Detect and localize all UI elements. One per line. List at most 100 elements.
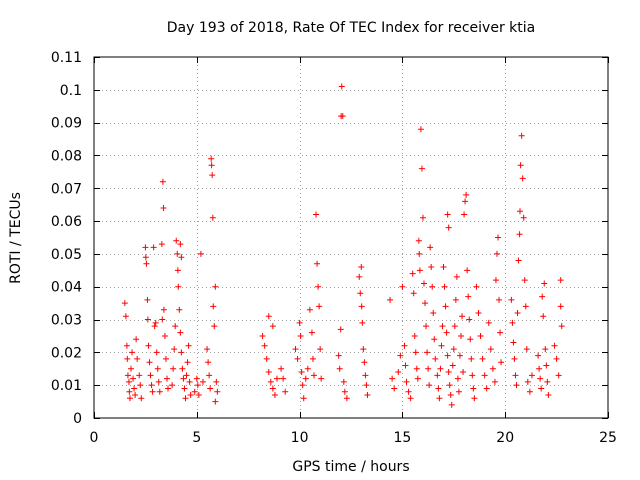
data-point xyxy=(191,388,198,395)
data-point xyxy=(431,336,438,343)
data-point xyxy=(489,365,496,372)
y-tick-labels: 0 0.01 0.02 0.03 0.04 0.05 0.06 0.07 0.08 0.09 0.1… xyxy=(51,50,82,427)
data-point xyxy=(473,283,480,290)
data-point xyxy=(273,375,280,382)
data-point xyxy=(445,224,452,231)
data-point xyxy=(143,260,150,267)
data-point xyxy=(415,237,422,244)
data-point xyxy=(208,155,215,162)
data-point xyxy=(521,277,528,284)
x-tick-label: 20 xyxy=(496,430,514,446)
data-point xyxy=(493,250,500,257)
data-point xyxy=(152,319,159,326)
data-point xyxy=(426,382,433,389)
data-point xyxy=(440,264,447,271)
data-point xyxy=(304,365,311,372)
x-tick-label: 5 xyxy=(192,430,201,446)
data-point xyxy=(428,264,435,271)
data-point xyxy=(436,395,443,402)
data-point xyxy=(407,395,414,402)
data-point xyxy=(306,306,313,313)
data-point xyxy=(463,191,470,198)
data-point xyxy=(437,365,444,372)
data-point xyxy=(445,369,452,376)
data-point xyxy=(267,378,274,385)
data-point xyxy=(183,372,190,379)
data-point xyxy=(469,372,476,379)
data-point xyxy=(543,362,550,369)
data-point xyxy=(144,296,151,303)
data-point xyxy=(401,342,408,349)
data-point xyxy=(434,372,441,379)
data-point xyxy=(124,372,131,379)
data-point xyxy=(524,378,531,385)
data-point xyxy=(259,332,266,339)
data-point xyxy=(427,244,434,251)
data-point xyxy=(179,365,186,372)
data-point xyxy=(450,346,457,353)
data-point xyxy=(475,309,482,316)
data-point xyxy=(162,355,169,362)
data-point xyxy=(211,323,218,330)
x-axis-label: GPS time / hours xyxy=(292,459,409,475)
data-point xyxy=(184,359,191,366)
data-point xyxy=(512,372,519,379)
data-point xyxy=(308,329,315,336)
data-point xyxy=(389,375,396,382)
data-point xyxy=(455,388,462,395)
data-point xyxy=(160,204,167,211)
data-point xyxy=(358,303,365,310)
data-point xyxy=(542,346,549,353)
data-point xyxy=(460,369,467,376)
data-point xyxy=(124,355,131,362)
data-point xyxy=(411,332,418,339)
y-tick-label: 0.09 xyxy=(51,116,82,132)
data-point xyxy=(414,375,421,382)
data-point xyxy=(362,372,369,379)
data-point xyxy=(181,385,188,392)
data-point xyxy=(361,359,368,366)
data-point xyxy=(341,388,348,395)
data-point xyxy=(297,332,304,339)
data-point xyxy=(309,355,316,362)
data-point xyxy=(356,273,363,280)
data-point xyxy=(269,323,276,330)
data-point xyxy=(510,339,517,346)
data-point xyxy=(558,323,565,330)
data-point xyxy=(207,385,214,392)
chart-title: Day 193 of 2018, Rate Of TEC Index for r… xyxy=(167,20,535,36)
data-point xyxy=(176,306,183,313)
data-point xyxy=(405,388,412,395)
data-point xyxy=(278,365,285,372)
data-point xyxy=(422,300,429,307)
data-point xyxy=(336,365,343,372)
data-point xyxy=(551,342,558,349)
data-point xyxy=(302,375,309,382)
data-point xyxy=(456,352,463,359)
data-point xyxy=(515,257,522,264)
data-point xyxy=(263,355,270,362)
data-point xyxy=(131,385,138,392)
data-point xyxy=(172,323,179,330)
data-point xyxy=(145,342,152,349)
data-point xyxy=(160,306,167,313)
data-point xyxy=(128,365,135,372)
data-point xyxy=(402,362,409,369)
data-point xyxy=(453,273,460,280)
data-point xyxy=(443,329,450,336)
data-point xyxy=(144,316,151,323)
y-tick-label: 0.01 xyxy=(51,378,82,394)
data-point xyxy=(557,277,564,284)
data-point xyxy=(432,355,439,362)
data-point xyxy=(182,395,189,402)
data-point xyxy=(146,359,153,366)
data-point xyxy=(343,395,350,402)
data-point xyxy=(523,346,530,353)
data-point xyxy=(358,264,365,271)
data-point xyxy=(528,372,535,379)
data-point xyxy=(339,113,346,120)
x-tick-label: 0 xyxy=(90,430,99,446)
data-point xyxy=(165,385,172,392)
data-point xyxy=(310,372,317,379)
data-point xyxy=(517,162,524,169)
